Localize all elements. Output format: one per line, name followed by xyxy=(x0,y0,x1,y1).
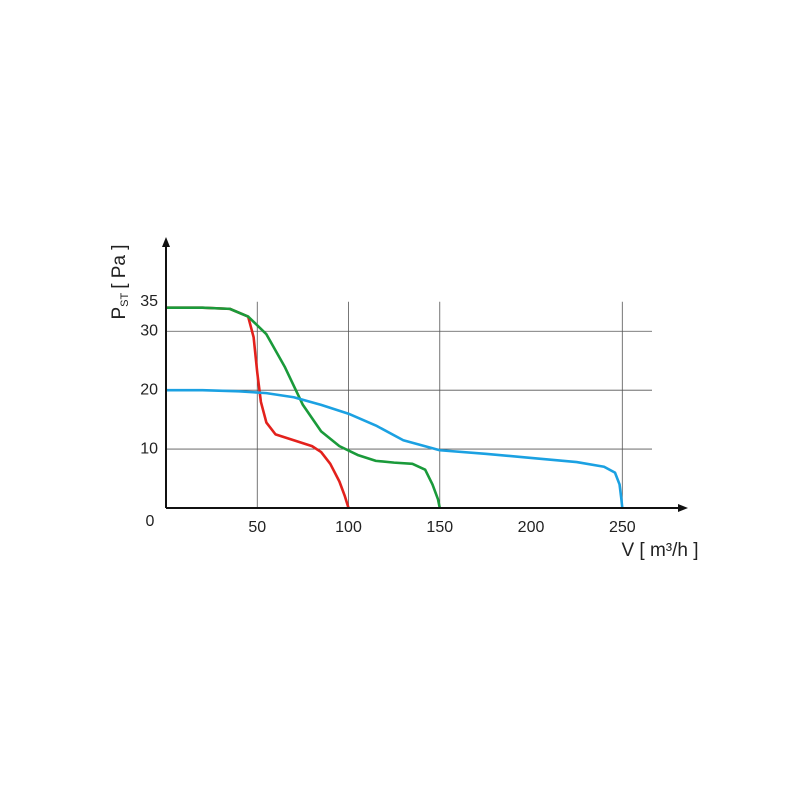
x-arrow xyxy=(678,504,688,512)
y-tick-label: 35 xyxy=(140,293,158,310)
y-label-main: P xyxy=(109,307,130,320)
x-tick-label: 200 xyxy=(518,519,545,536)
y-axis-label: PST [ Pa ] xyxy=(109,244,131,319)
x-tick-label: 50 xyxy=(248,519,266,536)
y-label-unit: [ Pa ] xyxy=(109,244,130,288)
y-tick-label: 20 xyxy=(140,381,158,398)
y-label-sub: ST xyxy=(119,293,131,307)
y-arrow xyxy=(162,237,170,247)
x-tick-label: 100 xyxy=(335,519,362,536)
y-tick-label: 30 xyxy=(140,322,158,339)
curve xyxy=(166,388,624,509)
x-tick-label: 150 xyxy=(426,519,453,536)
y-tick-label: 10 xyxy=(140,440,158,457)
origin-label: 0 xyxy=(146,513,155,530)
x-tick-label: 250 xyxy=(609,519,636,536)
curve xyxy=(166,306,442,509)
x-axis-label: V [ m³/h ] xyxy=(621,540,698,561)
